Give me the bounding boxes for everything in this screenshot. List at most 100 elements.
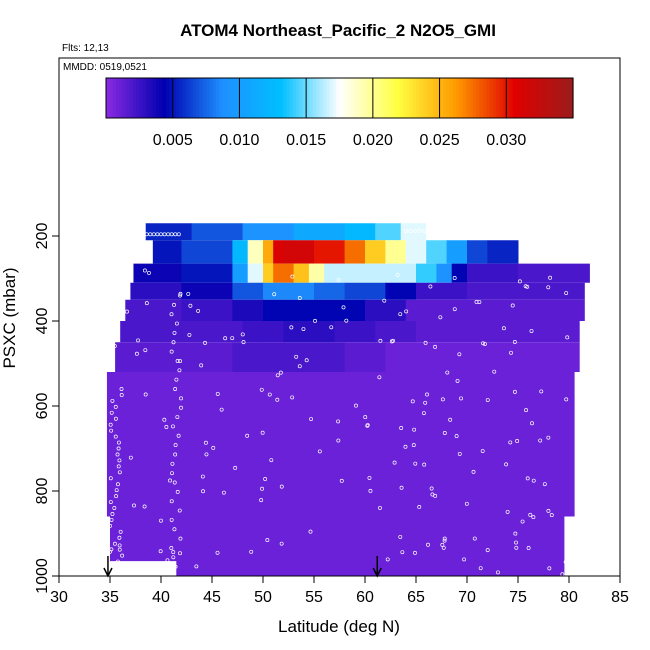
- colorbar-swatch: [209, 78, 214, 118]
- heatmap-cell: [467, 263, 519, 283]
- colorbar-swatch: [339, 78, 344, 118]
- observation-point: [170, 461, 175, 466]
- observation-point: [411, 443, 416, 448]
- observation-point: [514, 540, 518, 545]
- colorbar-swatch: [126, 78, 130, 118]
- heatmap-cell: [324, 263, 356, 283]
- observation-point: [410, 399, 415, 404]
- colorbar-swatch: [266, 78, 271, 118]
- colorbar-swatch: [379, 78, 384, 118]
- colorbar-swatch: [152, 78, 157, 118]
- observation-point: [512, 389, 517, 394]
- heatmap-cell: [152, 240, 182, 264]
- observation-point: [368, 488, 373, 493]
- colorbar-swatch: [236, 78, 241, 118]
- observation-point: [278, 370, 283, 375]
- observation-point: [417, 228, 422, 233]
- observation-point: [108, 523, 112, 528]
- observation-point: [136, 338, 141, 343]
- colorbar-swatch: [252, 78, 257, 118]
- colorbar-swatch: [352, 78, 357, 118]
- colorbar-swatch: [362, 78, 367, 118]
- observation-point: [115, 452, 120, 457]
- observation-point: [173, 564, 178, 569]
- observation-point: [178, 291, 183, 296]
- colorbar-swatch: [116, 78, 120, 118]
- colorbar-swatch: [466, 78, 471, 118]
- heatmap-band: [152, 240, 519, 264]
- heatmap-cell: [181, 299, 233, 321]
- observation-point: [294, 354, 299, 359]
- colorbar-tick-label: 0.005: [153, 132, 193, 149]
- colorbar-swatch: [122, 78, 127, 118]
- observation-point: [109, 269, 114, 274]
- colorbar-swatch: [506, 78, 511, 118]
- colorbar-swatch: [226, 78, 231, 118]
- observation-point: [341, 305, 346, 310]
- colorbar-swatch: [279, 78, 284, 118]
- colorbar-swatch: [542, 78, 547, 118]
- x-tick-label: 45: [203, 589, 221, 606]
- colorbar-swatch: [392, 78, 397, 118]
- x-tick-label: 30: [50, 589, 68, 606]
- observation-point: [363, 415, 368, 420]
- observation-point: [378, 338, 383, 343]
- colorbar-swatch: [559, 78, 564, 118]
- colorbar-swatch: [322, 78, 327, 118]
- heatmap-cell: [110, 516, 565, 576]
- heatmap-cell: [416, 263, 437, 283]
- x-tick-label: 80: [560, 589, 578, 606]
- observation-point: [563, 560, 568, 564]
- dates-note: MMDD: 0519,0521: [63, 62, 147, 73]
- observation-point: [398, 534, 403, 539]
- observation-point: [175, 359, 180, 363]
- observation-point: [454, 434, 459, 439]
- observation-point: [166, 232, 171, 237]
- observation-point: [194, 564, 199, 569]
- colorbar-swatch: [519, 78, 524, 118]
- observation-point: [408, 228, 413, 233]
- colorbar-swatch: [299, 78, 304, 118]
- observation-point: [336, 438, 341, 443]
- heatmap-cell: [416, 282, 468, 300]
- heatmap-cell: [344, 282, 386, 300]
- observation-point: [260, 430, 265, 435]
- heatmap-cell: [263, 342, 305, 372]
- observation-point: [142, 268, 147, 273]
- observation-point: [263, 477, 268, 481]
- observation-point: [514, 545, 519, 550]
- colorbar-swatch: [109, 78, 114, 118]
- observation-point: [188, 303, 193, 308]
- observation-point: [440, 542, 445, 547]
- observation-point: [423, 400, 428, 405]
- observation-point: [442, 431, 447, 435]
- colorbar-swatch: [136, 78, 140, 118]
- heatmap-cell: [232, 263, 249, 283]
- observation-point: [515, 439, 520, 443]
- heatmap-cell: [467, 282, 585, 300]
- colorbar-swatch: [142, 78, 147, 118]
- observation-point: [438, 315, 443, 320]
- heatmap-cell: [405, 299, 585, 321]
- flights-note: Flts: 12,13: [62, 43, 109, 54]
- observation-point: [109, 517, 114, 522]
- observation-point: [230, 336, 235, 341]
- observation-point: [109, 428, 114, 433]
- observation-point: [240, 332, 245, 337]
- heatmap-cell: [416, 321, 580, 343]
- heatmap-cell: [273, 240, 284, 264]
- observation-point: [455, 378, 460, 383]
- colorbar-swatch: [512, 78, 517, 118]
- observation-point: [151, 232, 156, 237]
- colorbar-swatch: [132, 78, 137, 118]
- observation-point: [109, 410, 114, 415]
- observation-point: [132, 503, 136, 508]
- observation-point: [513, 531, 518, 536]
- observation-point: [304, 358, 309, 363]
- observation-point: [442, 536, 447, 541]
- colorbar-swatch: [219, 78, 224, 118]
- colorbar-swatch: [336, 78, 341, 118]
- observation-point: [548, 275, 553, 280]
- observation-point: [564, 291, 569, 295]
- observation-point: [115, 482, 120, 487]
